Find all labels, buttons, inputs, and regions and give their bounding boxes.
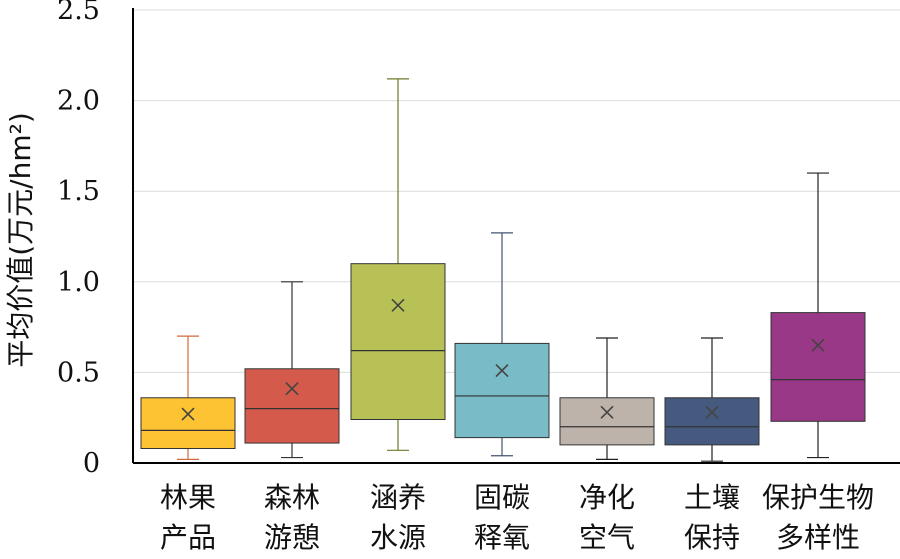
mean-marker-b-4 <box>600 405 614 419</box>
box-body-0 <box>140 397 236 450</box>
x-label-line2-6: 多样性 <box>776 521 860 554</box>
x-label-line2-5: 保持 <box>684 521 740 554</box>
box-4 <box>559 337 655 460</box>
x-label-line1-2: 涵养 <box>370 481 426 514</box>
box-3 <box>454 232 550 457</box>
mean-marker-b-5 <box>705 405 719 419</box>
box-body-6 <box>770 312 866 422</box>
y-tick-label-0: 0 <box>83 448 100 479</box>
x-label-line1-5: 土壤 <box>684 481 740 514</box>
y-tick-label-4: 2.0 <box>57 86 100 117</box>
box-series <box>140 78 866 462</box>
box-2 <box>350 78 446 451</box>
y-tick-label-2: 1.0 <box>57 267 100 298</box>
mean-marker-b-0 <box>181 407 195 421</box>
x-label-line1-6: 保护生物 <box>762 481 874 514</box>
x-label-line1-0: 林果 <box>160 481 216 514</box>
x-label-line1-1: 森林 <box>264 481 320 514</box>
box-body-5 <box>664 397 760 446</box>
box-body-4 <box>559 397 655 446</box>
x-label-line1-4: 净化 <box>579 481 635 514</box>
x-label-line2-0: 产品 <box>160 521 216 554</box>
y-tick-labels: 0 0.5 1.0 1.5 2.0 2.5 <box>57 0 100 479</box>
y-tick-label-3: 1.5 <box>57 176 100 207</box>
mean-marker-b-6 <box>811 338 825 352</box>
box-5 <box>664 337 760 462</box>
x-label-line2-3: 释氧 <box>474 521 530 554</box>
mean-marker-b-2 <box>391 298 405 312</box>
y-tick-label-1: 0.5 <box>57 357 100 388</box>
x-label-line2-2: 水源 <box>370 521 426 554</box>
x-label-line2-1: 游憩 <box>264 521 320 554</box>
x-label-line2-4: 空气 <box>579 521 635 554</box>
box-body-3 <box>454 342 550 439</box>
box-6 <box>770 172 866 459</box>
box-1 <box>244 281 340 459</box>
box-0 <box>140 335 236 460</box>
mean-marker-b-1 <box>285 382 299 396</box>
y-axis-title: 平均价值(万元/hm²) <box>4 112 37 368</box>
box-body-1 <box>244 368 340 444</box>
axes <box>132 8 900 464</box>
x-label-line1-3: 固碳 <box>474 481 530 514</box>
box-body-2 <box>350 263 446 421</box>
mean-marker-b-3 <box>495 364 509 378</box>
y-tick-label-5: 2.5 <box>57 0 100 26</box>
